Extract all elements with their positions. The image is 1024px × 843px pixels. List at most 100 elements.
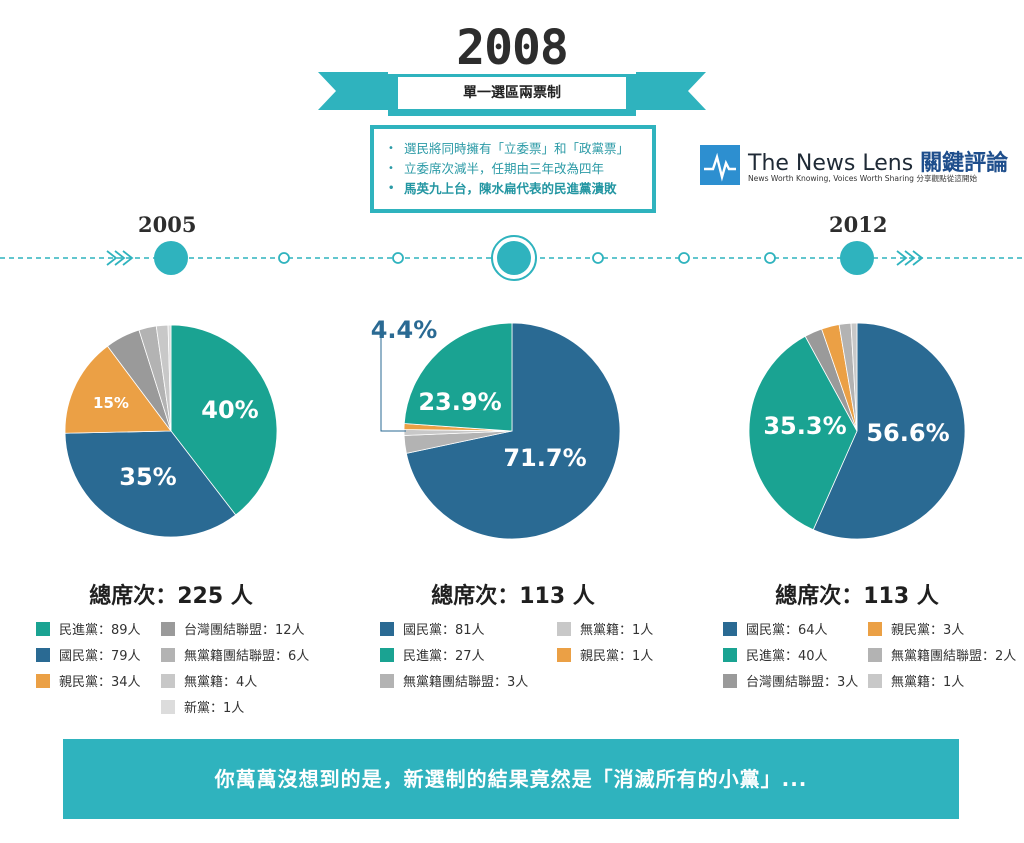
note-item: 馬英九上台，陳水扁代表的民進黨潰敗 bbox=[388, 179, 640, 199]
legend-item: 新黨：1人 bbox=[161, 700, 244, 718]
timeline bbox=[0, 235, 1024, 281]
slice-label: 35.3% bbox=[763, 412, 846, 440]
legend-swatch bbox=[161, 648, 175, 662]
legend-label: 親民黨：3人 bbox=[891, 623, 965, 638]
legend-item: 無黨籍團結聯盟：3人 bbox=[380, 674, 528, 692]
legend-item: 無黨籍團結聯盟：6人 bbox=[161, 648, 309, 666]
pie-slice bbox=[812, 322, 966, 540]
slice-label: 56.6% bbox=[866, 419, 949, 447]
note-item: 立委席次減半，任期由三年改為四年 bbox=[388, 159, 640, 179]
year-left: 2005 bbox=[138, 212, 197, 237]
pie-slice bbox=[748, 335, 858, 531]
news-lens-logo: The News Lens 關鍵評論 News Worth Knowing, V… bbox=[700, 145, 1010, 190]
legend-swatch bbox=[557, 648, 571, 662]
legend-label: 新黨：1人 bbox=[184, 701, 245, 716]
legend-label: 無黨籍團結聯盟：3人 bbox=[403, 675, 529, 690]
timeline-dot bbox=[592, 252, 604, 264]
legend-item: 無黨籍團結聯盟：2人 bbox=[868, 648, 1016, 666]
legend-item: 民進黨：40人 bbox=[723, 648, 828, 666]
timeline-dot bbox=[764, 252, 776, 264]
legend-item: 國民黨：81人 bbox=[380, 622, 485, 640]
pie-slice bbox=[64, 345, 172, 434]
legend-swatch bbox=[723, 674, 737, 688]
legend-swatch bbox=[723, 648, 737, 662]
logo-tagline-en: News Worth Knowing, Voices Worth Sharing bbox=[748, 174, 914, 183]
slice-label: 23.9% bbox=[418, 388, 501, 416]
legend-item: 無黨籍：4人 bbox=[161, 674, 257, 692]
legend-item: 無黨籍：1人 bbox=[557, 622, 653, 640]
legend-label: 民進黨：89人 bbox=[59, 623, 141, 638]
legend-label: 無黨籍：1人 bbox=[891, 675, 965, 690]
chevron-right-icon bbox=[106, 250, 134, 266]
timeline-dot bbox=[678, 252, 690, 264]
chevron-right-icon bbox=[896, 250, 924, 266]
legend-item: 無黨籍：1人 bbox=[868, 674, 964, 692]
ribbon-banner bbox=[318, 72, 706, 116]
legend-swatch bbox=[868, 674, 882, 688]
timeline-dot bbox=[278, 252, 290, 264]
legend-swatch bbox=[161, 674, 175, 688]
pie-charts: 40% 35% 15% 71.7%23.9% 4.4% 56.6% 35.3% bbox=[64, 316, 966, 540]
pie-slice bbox=[403, 322, 513, 432]
timeline-node-2012 bbox=[840, 241, 874, 275]
legend-item: 民進黨：27人 bbox=[380, 648, 485, 666]
legend-swatch bbox=[36, 622, 50, 636]
legend-swatch bbox=[868, 622, 882, 636]
legend-label: 無黨籍團結聯盟：2人 bbox=[891, 649, 1017, 664]
callout-line bbox=[380, 334, 406, 432]
callout-label: 4.4% bbox=[371, 316, 438, 344]
pie-slice bbox=[850, 322, 858, 432]
total-seats-2008: 總席次：113 人 bbox=[431, 584, 595, 609]
legend-label: 無黨籍：4人 bbox=[184, 675, 258, 690]
timeline-dot bbox=[392, 252, 404, 264]
legend-label: 台灣團結聯盟：3人 bbox=[746, 675, 859, 690]
legend-swatch bbox=[380, 622, 394, 636]
year-right: 2012 bbox=[829, 212, 888, 237]
legend-label: 親民黨：34人 bbox=[59, 675, 141, 690]
total-seats-2005: 總席次：225 人 bbox=[89, 584, 253, 609]
total-seats-2012: 總席次：113 人 bbox=[775, 584, 939, 609]
slice-label: 35% bbox=[119, 463, 176, 491]
legend-label: 民進黨：40人 bbox=[746, 649, 828, 664]
legend-item: 民進黨：89人 bbox=[36, 622, 141, 640]
legend-label: 國民黨：64人 bbox=[746, 623, 828, 638]
legend-item: 台灣團結聯盟：12人 bbox=[161, 622, 305, 640]
legend-label: 台灣團結聯盟：12人 bbox=[184, 623, 305, 638]
legend-label: 民進黨：27人 bbox=[403, 649, 485, 664]
legend-swatch bbox=[868, 648, 882, 662]
slice-label: 40% bbox=[201, 396, 258, 424]
legend-label: 無黨籍團結聯盟：6人 bbox=[184, 649, 310, 664]
pie-slice bbox=[64, 430, 237, 538]
timeline-node-2005 bbox=[154, 241, 188, 275]
legend-item: 國民黨：64人 bbox=[723, 622, 828, 640]
logo-name: The News Lens 關鍵評論 bbox=[748, 145, 1008, 177]
note-item: 選民將同時擁有「立委票」和「政黨票」 bbox=[388, 139, 640, 159]
logo-name-zh: 關鍵評論 bbox=[920, 151, 1009, 176]
legend-label: 親民黨：1人 bbox=[580, 649, 654, 664]
logo-tagline: News Worth Knowing, Voices Worth Sharing… bbox=[748, 173, 977, 184]
legend-label: 國民黨：81人 bbox=[403, 623, 485, 638]
timeline-node-2008 bbox=[497, 241, 531, 275]
legend-label: 國民黨：79人 bbox=[59, 649, 141, 664]
slice-label: 71.7% bbox=[503, 444, 586, 472]
legend-item: 親民黨：34人 bbox=[36, 674, 141, 692]
legend-swatch bbox=[36, 648, 50, 662]
pie-slice bbox=[167, 324, 172, 432]
pie-slice bbox=[170, 324, 278, 516]
conclusion-banner: 你萬萬沒想到的是，新選制的結果竟然是「消滅所有的小黨」... bbox=[63, 739, 959, 819]
main-year-title: 2008 bbox=[456, 20, 569, 76]
heartbeat-icon bbox=[700, 145, 740, 185]
logo-tagline-zh: 分享觀點從這開始 bbox=[916, 174, 978, 183]
legend-swatch bbox=[161, 700, 175, 714]
legend-swatch bbox=[380, 648, 394, 662]
legend-item: 親民黨：3人 bbox=[868, 622, 964, 640]
notes-box: 選民將同時擁有「立委票」和「政黨票」 立委席次減半，任期由三年改為四年 馬英九上… bbox=[370, 125, 656, 213]
legend-item: 親民黨：1人 bbox=[557, 648, 653, 666]
legend-item: 台灣團結聯盟：3人 bbox=[723, 674, 858, 692]
ribbon-subtitle: 單一選區兩票制 bbox=[463, 85, 561, 101]
legend-swatch bbox=[380, 674, 394, 688]
legend-swatch bbox=[161, 622, 175, 636]
legend-item: 國民黨：79人 bbox=[36, 648, 141, 666]
legend-swatch bbox=[723, 622, 737, 636]
legend-swatch bbox=[557, 622, 571, 636]
